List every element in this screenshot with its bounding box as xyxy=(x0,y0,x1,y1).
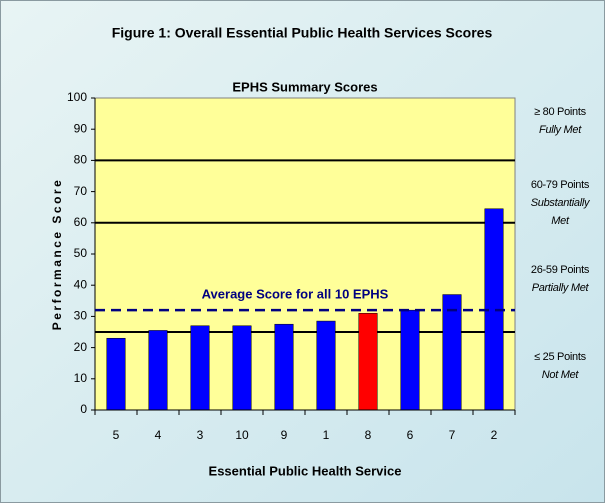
y-axis-label: Performance Score xyxy=(50,178,64,331)
x-tick-label: 7 xyxy=(449,428,456,442)
y-tick-label: 60 xyxy=(74,215,88,229)
annotation-heading: ≥ 80 Points xyxy=(534,106,586,118)
x-tick-label: 3 xyxy=(197,428,204,442)
x-tick-label: 4 xyxy=(155,428,162,442)
bar xyxy=(232,325,252,411)
annotation-note: Met xyxy=(551,215,570,227)
x-tick-label: 6 xyxy=(407,428,414,442)
bar xyxy=(148,330,168,411)
annotation-heading: 26-59 Points xyxy=(531,264,590,276)
bar xyxy=(316,320,336,411)
y-tick-label: 20 xyxy=(74,340,88,354)
x-axis-label: Essential Public Health Service xyxy=(209,463,402,478)
annotation-heading: 60-79 Points xyxy=(531,179,590,191)
x-tick-label: 9 xyxy=(281,428,288,442)
x-tick-label: 10 xyxy=(235,428,249,442)
chart-title: EPHS Summary Scores xyxy=(232,79,377,94)
average-label: Average Score for all 10 EPHS xyxy=(202,287,389,302)
x-tick-label: 8 xyxy=(365,428,372,442)
bar xyxy=(442,294,462,411)
bar xyxy=(106,337,126,411)
y-tick-label: 10 xyxy=(74,371,88,385)
bar xyxy=(274,323,294,411)
y-tick-label: 30 xyxy=(74,309,88,323)
y-tick-label: 0 xyxy=(80,402,87,416)
annotation-note: Substantially xyxy=(531,197,591,209)
x-tick-label: 1 xyxy=(323,428,330,442)
bar xyxy=(190,325,210,411)
annotation-note: Partially Met xyxy=(532,282,590,294)
y-tick-label: 50 xyxy=(74,246,88,260)
annotation-note: Fully Met xyxy=(539,124,582,136)
annotation-note: Not Met xyxy=(542,369,580,381)
x-tick-label: 5 xyxy=(113,428,120,442)
y-tick-label: 80 xyxy=(74,153,88,167)
y-tick-label: 70 xyxy=(74,184,88,198)
bar xyxy=(358,313,378,411)
y-tick-label: 100 xyxy=(67,90,87,104)
annotation-heading: ≤ 25 Points xyxy=(534,351,586,363)
y-tick-label: 40 xyxy=(74,277,88,291)
bar xyxy=(400,309,420,411)
x-tick-label: 2 xyxy=(491,428,498,442)
y-tick-label: 90 xyxy=(74,121,88,135)
figure-title: Figure 1: Overall Essential Public Healt… xyxy=(112,25,493,41)
